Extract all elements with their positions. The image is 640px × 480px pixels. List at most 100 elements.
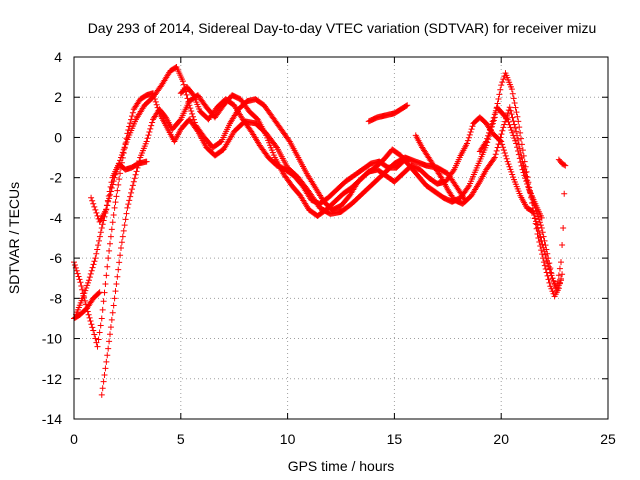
data-point <box>89 197 96 204</box>
data-point <box>485 132 492 139</box>
data-point <box>107 331 114 338</box>
data-point <box>87 318 94 325</box>
data-point <box>74 270 81 277</box>
data-point <box>107 324 114 331</box>
data-point <box>544 260 551 267</box>
data-point <box>190 113 197 120</box>
data-point <box>119 233 126 240</box>
data-point <box>549 288 556 295</box>
data-point <box>122 216 129 223</box>
data-point <box>504 158 511 165</box>
data-point <box>79 295 86 302</box>
series-track-9 <box>555 156 569 169</box>
data-point <box>514 113 521 120</box>
data-point <box>508 86 515 93</box>
data-point <box>499 79 506 86</box>
data-point <box>511 135 518 142</box>
data-point <box>483 138 490 145</box>
y-axis-label: SDTVAR / TECUs <box>6 182 22 294</box>
data-point <box>490 155 497 162</box>
data-point <box>556 265 563 272</box>
data-point <box>509 171 516 178</box>
data-point <box>542 266 549 273</box>
data-point <box>507 107 514 114</box>
data-point <box>85 311 92 318</box>
data-point <box>545 276 552 283</box>
data-point <box>548 270 555 277</box>
y-tick-label: -6 <box>50 250 63 266</box>
data-point <box>558 259 565 266</box>
data-point <box>117 170 124 177</box>
data-point <box>80 292 87 299</box>
data-point <box>108 316 115 323</box>
data-point <box>108 179 115 186</box>
data-point <box>554 284 561 291</box>
data-point <box>81 290 88 297</box>
data-point <box>152 98 159 105</box>
series-track-2 <box>73 64 566 318</box>
data-point <box>94 212 101 219</box>
data-point <box>97 322 104 329</box>
data-points <box>71 64 569 398</box>
data-point <box>468 126 475 133</box>
data-point <box>539 241 546 248</box>
data-point <box>104 197 111 204</box>
data-point <box>511 99 518 106</box>
data-point <box>103 358 110 365</box>
data-point <box>498 131 505 138</box>
data-point <box>501 121 508 128</box>
data-point <box>93 250 100 257</box>
data-point <box>98 391 105 398</box>
data-point <box>540 259 547 266</box>
data-point <box>484 135 491 142</box>
data-point <box>108 185 115 192</box>
data-point <box>504 116 511 123</box>
data-point <box>112 288 119 295</box>
x-axis-label: GPS time / hours <box>288 458 395 474</box>
data-point <box>487 124 494 131</box>
data-point <box>500 76 507 83</box>
data-point <box>524 180 531 187</box>
y-tick-labels: -14 -12 -10 -8 -6 -4 -2 0 2 4 <box>42 49 62 427</box>
data-point <box>482 139 489 146</box>
data-point <box>533 221 540 228</box>
data-point <box>488 121 495 128</box>
data-point <box>522 175 529 182</box>
data-point <box>90 200 97 207</box>
data-point <box>550 278 557 285</box>
data-point <box>101 372 108 379</box>
y-tick-label: -2 <box>50 170 63 186</box>
data-point <box>95 336 102 343</box>
data-point <box>562 162 569 169</box>
data-point <box>176 117 183 124</box>
data-point <box>535 227 542 234</box>
data-point <box>464 140 471 147</box>
data-point <box>100 378 107 385</box>
y-tick-label: -8 <box>50 290 63 306</box>
data-point <box>532 215 539 222</box>
data-point <box>76 276 83 283</box>
data-point <box>509 129 516 136</box>
data-point <box>115 181 122 188</box>
data-point <box>121 144 128 151</box>
data-point <box>486 126 493 133</box>
data-point <box>489 118 496 125</box>
data-point <box>546 260 553 267</box>
series-track-5 <box>177 84 409 207</box>
data-point <box>134 164 141 171</box>
data-point <box>541 237 548 244</box>
data-point <box>529 208 536 215</box>
data-point <box>561 161 568 168</box>
data-point <box>530 208 537 215</box>
data-point <box>106 247 113 254</box>
data-point <box>86 314 93 321</box>
data-point <box>98 224 105 231</box>
data-point <box>450 167 457 174</box>
data-point <box>107 240 114 247</box>
data-point <box>143 158 150 165</box>
data-point <box>129 109 136 116</box>
data-point <box>118 239 125 246</box>
data-point <box>86 274 93 281</box>
data-point <box>89 324 96 331</box>
data-point <box>121 222 128 229</box>
